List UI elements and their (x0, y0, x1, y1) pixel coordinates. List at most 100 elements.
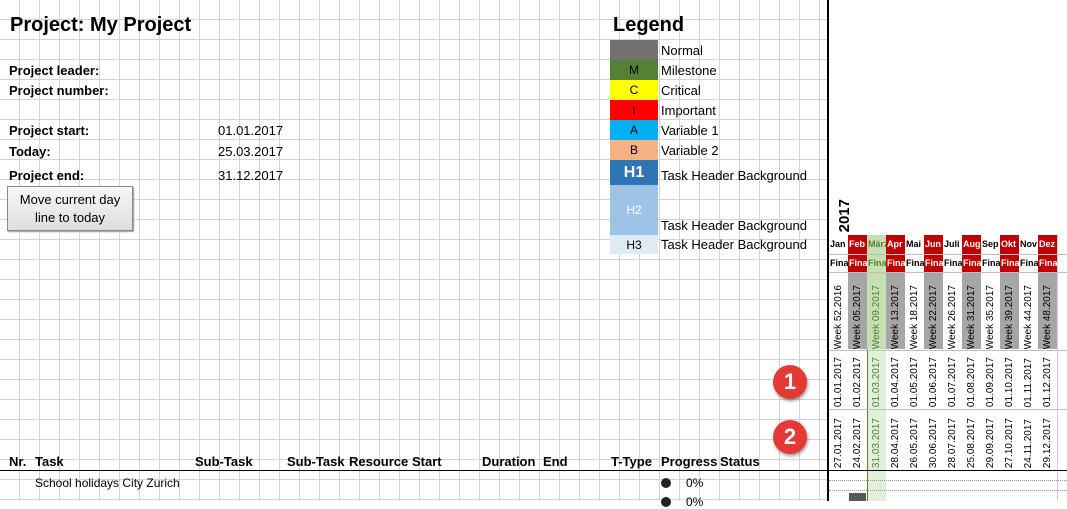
gantt-week-label: Week 44.2017 (1019, 273, 1038, 349)
gantt-row-divider (829, 409, 1067, 410)
gantt-date: 28.04.2017 (890, 417, 901, 468)
gantt-date: 25.08.2017 (966, 417, 977, 468)
gantt-month-label: Apr (886, 235, 905, 254)
gantt-month-label: Dez (1038, 235, 1057, 254)
legend-swatch: C (610, 80, 658, 100)
gantt-month-start: 01.08.2017 (966, 356, 977, 407)
legend-label: Task Header Background (661, 168, 807, 183)
col-nr[interactable]: Nr. (9, 454, 27, 469)
gantt-week-label: Week 05.2017 (848, 273, 867, 349)
col-resource[interactable]: Resource (349, 454, 409, 469)
project-end-value[interactable]: 31.12.2017 (218, 168, 284, 183)
gantt-month-fin: Fina (1019, 254, 1038, 272)
gantt-month-start: 01.02.2017 (852, 356, 863, 407)
gantt-month-start: 01.10.2017 (1004, 356, 1015, 407)
gantt-month-label: März (867, 235, 886, 254)
gantt-month-label: Okt (1000, 235, 1019, 254)
project-start-label: Project start: (9, 123, 90, 138)
gantt-month-fin: Fina (867, 254, 886, 272)
legend-swatch: B (610, 140, 658, 160)
col-duration[interactable]: Duration (482, 454, 536, 469)
gantt-month-label: Aug (962, 235, 981, 254)
project-number-label: Project number: (9, 83, 109, 98)
gantt-date: 27.01.2017 (833, 417, 844, 468)
col-subtask-2[interactable]: Sub-Task (287, 454, 345, 469)
gantt-month-start: 01.04.2017 (890, 356, 901, 407)
row-progress: 0% (686, 476, 704, 490)
row-progress: 0% (686, 495, 704, 509)
project-leader-label: Project leader: (9, 63, 100, 78)
project-start-value[interactable]: 01.01.2017 (218, 123, 284, 138)
gantt-month-label: Nov (1019, 235, 1038, 254)
row-task[interactable]: School holidays City Zurich (35, 476, 180, 490)
gantt-year: 2017 (836, 198, 853, 232)
project-title: Project: My Project (10, 14, 192, 36)
gantt-month-label: Jun (924, 235, 943, 254)
gantt-week-label: Week 13.2017 (886, 273, 905, 349)
gantt-month-fin: Fina (905, 254, 924, 272)
header-divider (0, 470, 828, 471)
gantt-month-start: 01.05.2017 (909, 356, 920, 407)
gantt-week-label: Week 52.2016 (829, 273, 848, 349)
gantt-row-divider (829, 254, 1067, 255)
legend-title: Legend (613, 14, 685, 36)
legend-label: Variable 2 (661, 143, 719, 158)
legend-label: Variable 1 (661, 123, 719, 138)
col-task[interactable]: Task (35, 454, 64, 469)
gantt-month-fin: Fina (924, 254, 943, 272)
legend-label: Critical (661, 83, 701, 98)
gantt-date: 28.07.2017 (947, 417, 958, 468)
gantt-month-fin: Fina (886, 254, 905, 272)
gantt-week-label: Week 35.2017 (981, 273, 1000, 349)
gantt-month-fin: Fina (829, 254, 848, 272)
today-value[interactable]: 25.03.2017 (218, 144, 284, 159)
gantt-month-fin: Fina (848, 254, 867, 272)
progress-dot-icon (661, 478, 671, 488)
gantt-month-start: 01.09.2017 (985, 356, 996, 407)
gantt-month-start: 01.07.2017 (947, 356, 958, 407)
col-progress[interactable]: Progress (661, 454, 718, 469)
gantt-month-start: 01.01.2017 (833, 356, 844, 407)
legend-label: Task Header Background (661, 237, 807, 252)
gantt-week-label: Week 18.2017 (905, 273, 924, 349)
gantt-row-line (829, 490, 1067, 491)
today-label: Today: (9, 144, 51, 159)
col-end[interactable]: End (543, 454, 568, 469)
gantt-month-label: Sep (981, 235, 1000, 254)
gantt-task-bar[interactable] (849, 493, 866, 501)
gantt-date: 29.09.2017 (985, 417, 996, 468)
gantt-date: 26.05.2017 (909, 417, 920, 468)
col-subtask-1[interactable]: Sub-Task (195, 454, 253, 469)
gantt-date: 29.12.2017 (1042, 417, 1053, 468)
gantt-month-fin: Fina (981, 254, 1000, 272)
gantt-row-divider (829, 470, 1067, 471)
gantt-row-divider (829, 272, 1067, 273)
legend-swatch: H2 (610, 185, 658, 235)
move-current-day-button[interactable]: Move current day line to today (7, 186, 133, 231)
legend-swatch: H1 (610, 160, 658, 185)
gantt-date: 24.02.2017 (852, 417, 863, 468)
legend-label: Task Header Background (661, 218, 807, 233)
col-ttype[interactable]: T-Type (611, 454, 652, 469)
gantt-month-fin: Fina (962, 254, 981, 272)
callout-badge-1: 1 (773, 365, 807, 399)
gantt-month-start: 01.12.2017 (1042, 356, 1053, 407)
legend-label: Normal (661, 43, 703, 58)
gantt-week-label: Week 31.2017 (962, 273, 981, 349)
project-end-label: Project end: (9, 168, 85, 183)
gantt-month-label: Jan (829, 235, 848, 254)
legend-swatch: I (610, 100, 658, 120)
legend-swatch (610, 40, 658, 60)
gantt-month-label: Juli (943, 235, 962, 254)
col-status[interactable]: Status (720, 454, 760, 469)
col-start[interactable]: Start (412, 454, 442, 469)
gantt-month-fin: Fina (1038, 254, 1057, 272)
gantt-date: 30.06.2017 (928, 417, 939, 468)
gantt-date: 31.03.2017 (871, 417, 882, 468)
gantt-month-start: 01.11.2017 (1023, 357, 1034, 407)
legend-swatch: M (610, 60, 658, 80)
gantt-week-label: Week 26.2017 (943, 273, 962, 349)
legend-label: Milestone (661, 63, 717, 78)
gantt-month-start: 01.03.2017 (871, 356, 882, 407)
gantt-month-start: 01.06.2017 (928, 356, 939, 407)
